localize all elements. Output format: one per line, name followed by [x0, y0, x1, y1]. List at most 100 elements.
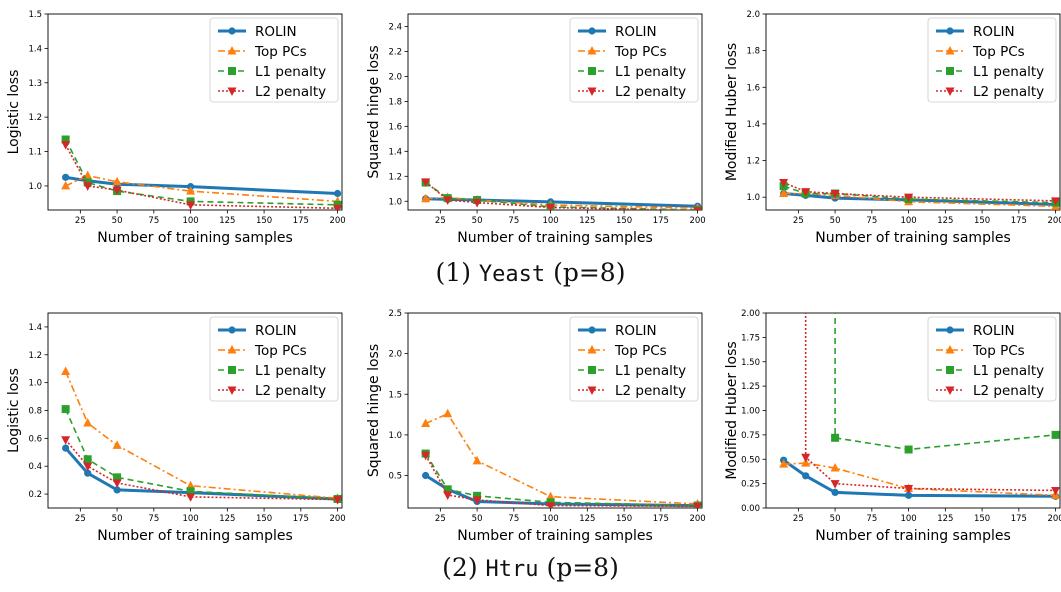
y-tick-label: 1.6 — [746, 83, 760, 93]
x-tick-label: 25 — [435, 216, 446, 226]
data-point — [546, 491, 556, 501]
legend-marker — [227, 345, 237, 354]
y-tick-label: 1.75 — [741, 333, 760, 343]
y-tick-label: 1.0 — [388, 431, 402, 441]
data-point — [333, 496, 342, 505]
legend-label: Top PCs — [254, 44, 307, 60]
series-line — [834, 313, 1056, 451]
caption-prefix: (1) — [435, 258, 479, 287]
y-axis-label: Modified Huber loss — [724, 341, 740, 479]
legend-marker — [946, 326, 954, 334]
caption-prefix: (2) — [442, 553, 486, 582]
data-point — [779, 459, 789, 468]
y-tick-label: 0.75 — [741, 431, 760, 441]
x-tick-label: 125 — [937, 514, 953, 524]
series-line — [424, 474, 698, 508]
y-axis-label: Squared hinge loss — [366, 45, 382, 178]
series-line — [64, 144, 338, 210]
y-tick-label: 1.0 — [388, 197, 402, 207]
data-point — [62, 444, 70, 452]
x-tick-label: 100 — [900, 216, 916, 226]
data-point — [693, 502, 702, 508]
legend: ROLIN Top PCs L1 penalty L2 penalty — [569, 17, 699, 103]
legend-label: L2 penalty — [255, 383, 326, 399]
series-line — [64, 408, 338, 500]
legend: ROLIN Top PCs L1 penalty L2 penalty — [209, 17, 339, 103]
x-tick-label: 100 — [182, 514, 198, 524]
data-point — [421, 418, 431, 427]
data-point — [801, 188, 811, 197]
legend-marker — [227, 87, 237, 96]
legend-label: Top PCs — [254, 343, 307, 359]
y-tick-label: 2.5 — [388, 309, 402, 319]
y-axis-label: Squared hinge loss — [366, 344, 382, 477]
data-point — [112, 440, 122, 449]
chart-panel: 25 50 75 100 125 150 175 200 1.0 1.1 1.2 1.3 1.4 1.5 N… — [6, 10, 346, 246]
x-tick-label: 25 — [75, 514, 86, 524]
data-point — [61, 405, 70, 414]
data-point — [186, 186, 196, 195]
series-line — [64, 139, 338, 206]
caption-dataset: Yeast — [478, 262, 546, 287]
y-tick-label: 2.2 — [388, 47, 402, 57]
x-tick-label: 25 — [75, 216, 86, 226]
data-point — [83, 462, 93, 472]
axes-frame — [765, 13, 1061, 211]
data-point — [84, 469, 92, 477]
legend-label: L1 penalty — [973, 64, 1044, 80]
y-tick-label: 1.6 — [388, 122, 402, 132]
x-tick-label: 100 — [542, 514, 558, 524]
plot-area — [421, 178, 702, 210]
x-tick-label: 100 — [542, 216, 558, 226]
data-point — [61, 366, 71, 375]
plot-area — [61, 366, 342, 505]
x-axis-label: Number of training samples — [457, 528, 653, 544]
legend-label: ROLIN — [255, 323, 297, 339]
legend-label: ROLIN — [973, 24, 1015, 40]
plot-area — [779, 179, 1060, 210]
legend-marker — [945, 46, 955, 55]
x-tick-label: 150 — [616, 514, 632, 524]
legend-marker — [945, 87, 955, 96]
data-point — [801, 453, 811, 463]
data-point — [61, 141, 71, 150]
data-point — [904, 491, 913, 499]
legend: ROLIN Top PCs L1 penalty L2 penalty — [927, 316, 1057, 402]
series-line — [424, 454, 698, 508]
x-tick-label: 150 — [974, 216, 990, 226]
x-tick-label: 175 — [1011, 216, 1027, 226]
x-tick-label: 25 — [793, 514, 804, 524]
y-tick-label: 1.0 — [28, 379, 42, 389]
data-point — [473, 491, 482, 500]
x-tick-label: 125 — [219, 514, 235, 524]
x-tick-label: 200 — [329, 514, 345, 524]
data-point — [421, 193, 431, 203]
legend-marker — [945, 345, 955, 354]
data-point — [186, 493, 196, 502]
y-tick-label: 1.2 — [746, 157, 760, 167]
series-line — [65, 174, 338, 203]
y-tick-label: 1.1 — [28, 148, 42, 158]
data-point — [802, 472, 810, 480]
x-tick-label: 75 — [866, 216, 877, 226]
y-tick-label: 1.8 — [388, 97, 402, 107]
legend-label: L1 penalty — [973, 363, 1044, 379]
data-point — [546, 204, 556, 210]
data-point — [904, 193, 914, 203]
legend-box — [209, 17, 339, 103]
y-tick-label: 1.4 — [746, 120, 760, 130]
legend-box — [927, 316, 1057, 402]
legend-label: Top PCs — [972, 44, 1025, 60]
axes-frame — [47, 13, 343, 211]
x-tick-label: 200 — [689, 216, 705, 226]
data-point — [1051, 430, 1060, 439]
y-tick-label: 1.8 — [746, 47, 760, 57]
x-tick-label: 150 — [616, 216, 632, 226]
y-axis-label: Logistic loss — [6, 70, 22, 155]
x-tick-label: 50 — [112, 216, 123, 226]
y-tick-label: 1.5 — [388, 390, 402, 400]
legend-label: Top PCs — [972, 343, 1025, 359]
data-point — [113, 473, 122, 482]
x-tick-label: 150 — [256, 514, 272, 524]
